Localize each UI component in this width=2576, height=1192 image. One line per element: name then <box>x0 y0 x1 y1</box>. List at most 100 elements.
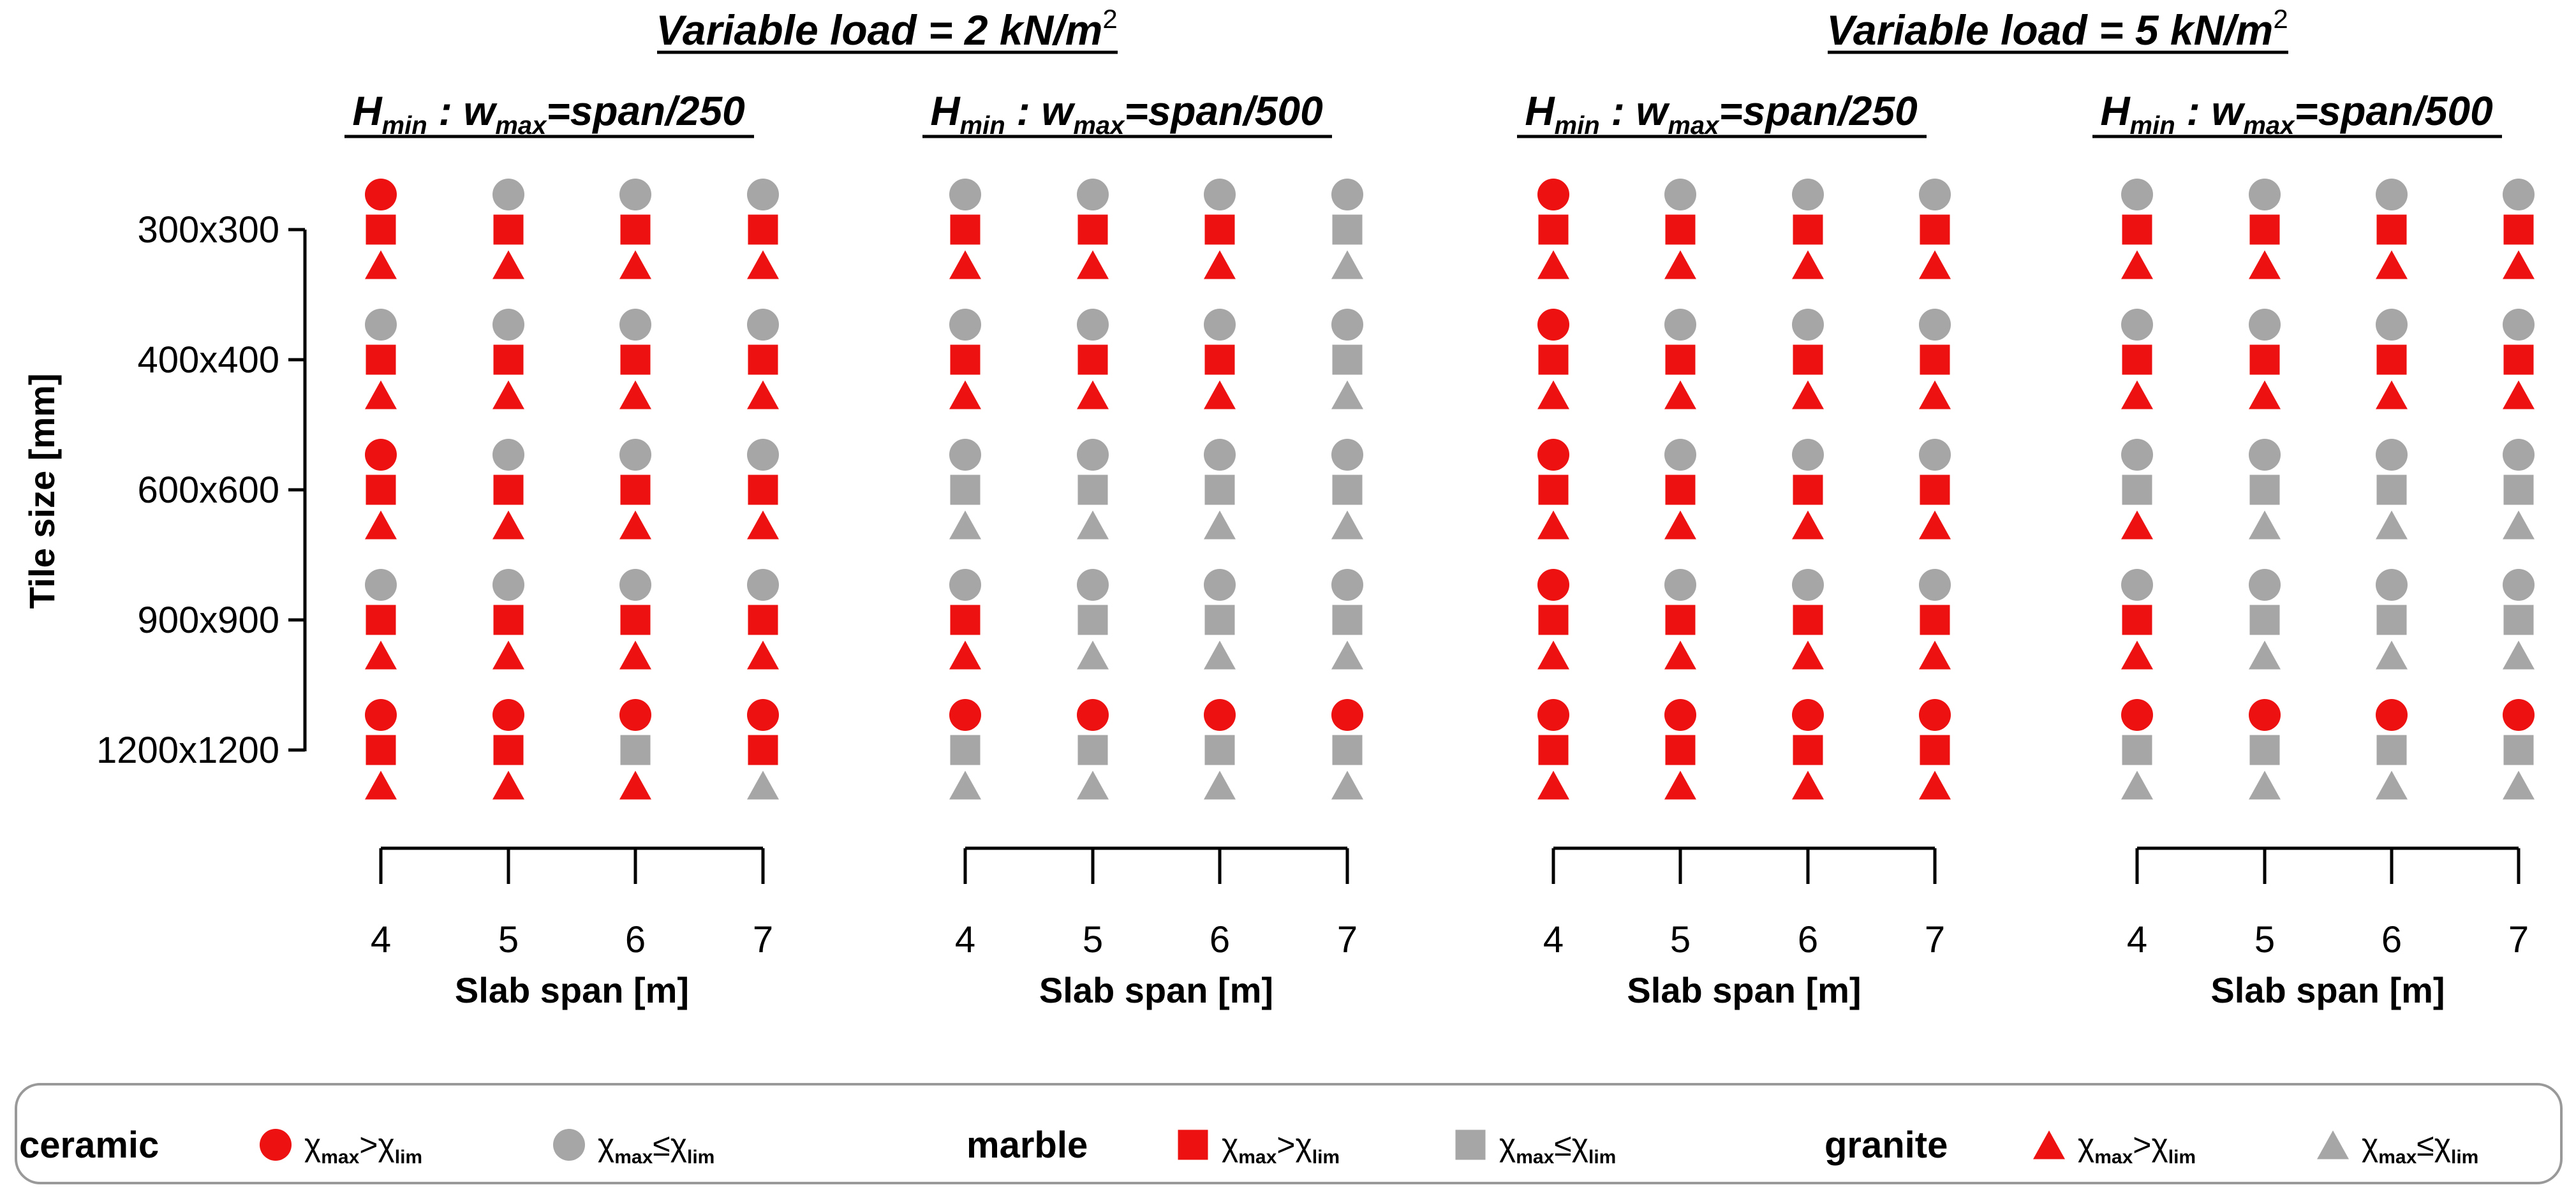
granite-exceed-marker <box>1664 250 1696 279</box>
marble-exceed-marker <box>493 214 524 245</box>
group-title-2kn-sup: 2 <box>1102 4 1117 34</box>
granite-ok-marker <box>949 770 981 800</box>
granite-exceed-marker <box>1792 250 1824 279</box>
granite-exceed-marker <box>1537 250 1569 279</box>
granite-exceed-marker <box>1792 510 1824 540</box>
ceramic-ok-marker <box>747 179 779 210</box>
x-tick-label: 7 <box>753 919 773 960</box>
ceramic-ok-marker <box>2503 179 2535 210</box>
ceramic-exceed-marker <box>492 699 524 731</box>
group-title-5kn: Variable load = 5 kN/m2 <box>1826 4 2288 54</box>
granite-exceed-marker <box>619 250 651 279</box>
panel-title-3-mid: : w <box>1600 88 1671 134</box>
marble-exceed-marker <box>366 735 396 765</box>
granite-ok-marker <box>2503 640 2535 670</box>
ceramic-ok-marker <box>2249 179 2281 210</box>
x-tick-label: 5 <box>1083 919 1103 960</box>
ceramic-ok-marker <box>1919 179 1951 210</box>
panel-title-3-h: H <box>1525 88 1555 134</box>
ceramic-ok-marker <box>619 309 651 341</box>
x-tick-label: 6 <box>1798 919 1818 960</box>
granite-exceed-marker <box>1537 380 1569 409</box>
x-tick-label: 7 <box>1337 919 1358 960</box>
x-axis-panel-1: 4 5 6 7 Slab span [m] <box>371 846 773 1010</box>
panel-title-3: Hmin : wmax=span/250 <box>1517 88 1927 140</box>
ceramic-exceed-marker <box>1792 699 1824 731</box>
data-markers <box>365 179 2535 800</box>
ceramic-exceed-marker <box>619 699 651 731</box>
panel-title-1-rest: =span/250 <box>546 88 744 134</box>
marble-exceed-marker <box>1793 475 1823 505</box>
y-tick-label: 900x900 <box>137 600 279 641</box>
marble-ok-marker <box>1077 475 1108 505</box>
granite-exceed-marker <box>1204 250 1236 279</box>
legend-box <box>15 1083 2563 1184</box>
marble-ok-marker <box>2376 475 2407 505</box>
ceramic-ok-marker <box>1919 309 1951 341</box>
ceramic-ok-marker <box>1077 309 1109 341</box>
y-tick-label: 1200x1200 <box>96 730 279 771</box>
granite-exceed-marker <box>619 380 651 409</box>
granite-exceed-marker <box>2249 380 2281 409</box>
panel-title-1: Hmin : wmax=span/250 <box>344 88 754 140</box>
marble-exceed-marker <box>2376 344 2407 375</box>
granite-ok-marker <box>2503 510 2535 540</box>
marble-exceed-marker <box>1077 214 1108 245</box>
x-axis-title: Slab span [m] <box>1039 970 1273 1010</box>
granite-ok-marker <box>2376 770 2408 800</box>
marble-exceed-marker <box>1920 214 1950 245</box>
ceramic-exceed-marker <box>1204 699 1236 731</box>
ceramic-exceed-marker <box>747 699 779 731</box>
ceramic-ok-marker <box>1331 569 1363 601</box>
granite-ok-marker <box>1331 510 1363 540</box>
marble-ok-marker <box>2122 735 2152 765</box>
ceramic-ok-marker <box>1664 569 1696 601</box>
ceramic-ok-marker <box>2121 179 2153 210</box>
ceramic-exceed-marker <box>1331 699 1363 731</box>
legend-granite-ok-marker <box>2317 1130 2349 1159</box>
marble-exceed-marker <box>2249 344 2280 375</box>
group-title-2kn-prefix: Variable load = <box>656 6 965 54</box>
marble-exceed-marker <box>620 605 651 635</box>
marble-exceed-marker <box>493 605 524 635</box>
ceramic-exceed-marker <box>2121 699 2153 731</box>
marble-ok-marker <box>1204 735 1235 765</box>
marble-exceed-marker <box>2376 214 2407 245</box>
granite-exceed-marker <box>1792 640 1824 670</box>
ceramic-ok-marker <box>2376 309 2408 341</box>
granite-ok-marker <box>1077 510 1109 540</box>
panel-title-3-rest: =span/250 <box>1719 88 1917 134</box>
ceramic-exceed-marker <box>2249 699 2281 731</box>
svg-text:Variable load = 5 kN/m2: Variable load = 5 kN/m2 <box>1826 4 2288 54</box>
marble-exceed-marker <box>748 475 778 505</box>
x-tick-label: 5 <box>1670 919 1691 960</box>
marble-ok-marker <box>2503 475 2534 505</box>
granite-ok-marker <box>2249 510 2281 540</box>
ceramic-ok-marker <box>2249 439 2281 471</box>
granite-exceed-marker <box>1664 640 1696 670</box>
ceramic-ok-marker <box>619 179 651 210</box>
granite-exceed-marker <box>1537 770 1569 800</box>
granite-exceed-marker <box>2503 380 2535 409</box>
ceramic-exceed-marker <box>2503 699 2535 731</box>
legend-marble-exceed-label: χmax>χlim <box>1222 1127 1340 1168</box>
ceramic-ok-marker <box>1792 309 1824 341</box>
granite-ok-marker <box>1331 770 1363 800</box>
marble-ok-marker <box>1332 605 1363 635</box>
x-tick-label: 5 <box>498 919 519 960</box>
marble-exceed-marker <box>1665 605 1696 635</box>
granite-exceed-marker <box>619 770 651 800</box>
x-axis-title: Slab span [m] <box>1627 970 1861 1010</box>
ceramic-ok-marker <box>1331 179 1363 210</box>
ceramic-ok-marker <box>1077 569 1109 601</box>
ceramic-exceed-marker <box>1537 439 1569 471</box>
panel-title-4-h: H <box>2100 88 2131 134</box>
svg-text:Hmin : wmax=span/250: Hmin : wmax=span/250 <box>1525 88 1917 140</box>
ceramic-ok-marker <box>492 309 524 341</box>
granite-exceed-marker <box>2376 380 2408 409</box>
granite-exceed-marker <box>2249 250 2281 279</box>
y-tick-label: 600x600 <box>137 469 279 511</box>
marble-exceed-marker <box>1538 344 1569 375</box>
panel-1-markers <box>365 179 779 800</box>
ceramic-ok-marker <box>1792 179 1824 210</box>
